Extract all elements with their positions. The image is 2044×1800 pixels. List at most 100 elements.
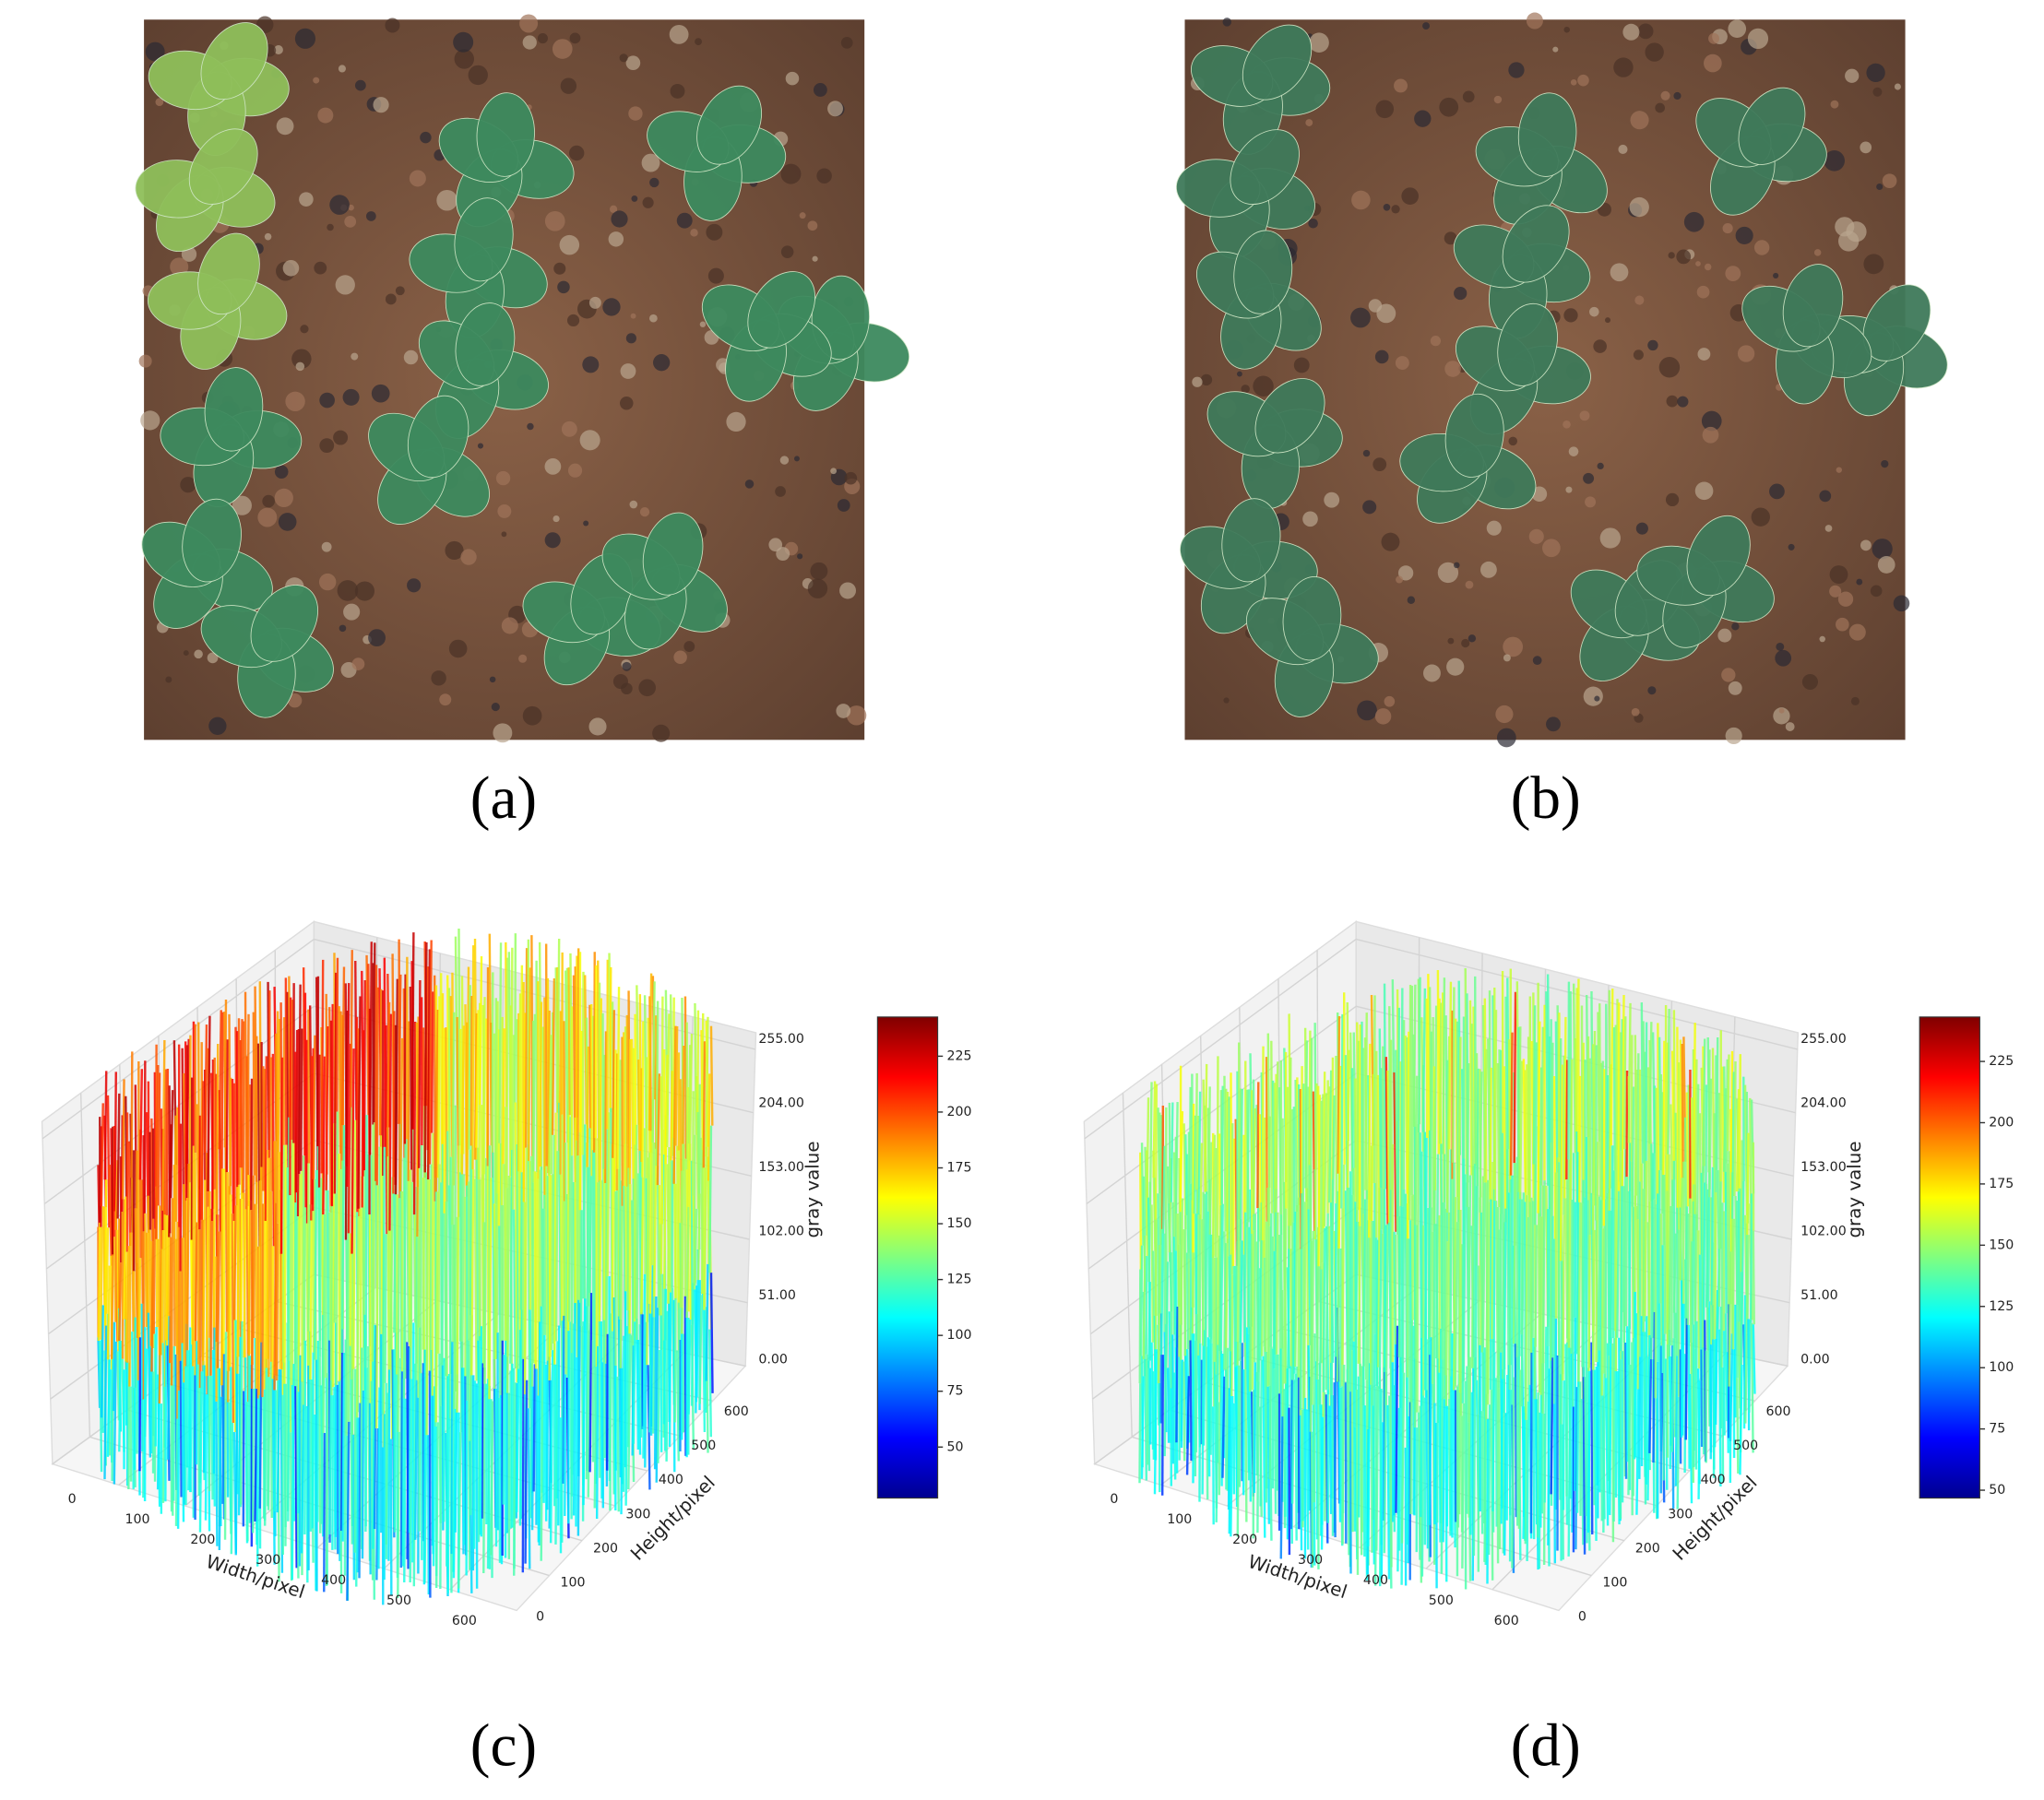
surface-strand	[1273, 1368, 1278, 1514]
surface-strand	[1284, 1383, 1288, 1517]
surface-strand	[1622, 1149, 1627, 1343]
soil-clod	[560, 77, 577, 94]
soil-clod	[816, 168, 832, 184]
surface-strand	[630, 1038, 636, 1201]
soil-clod	[1374, 349, 1389, 364]
soil-clod	[354, 79, 366, 91]
surface-strand	[1204, 1063, 1208, 1192]
surface-strand	[1481, 1182, 1486, 1348]
surface-strand	[1509, 1032, 1514, 1176]
soil-clod	[1725, 727, 1742, 745]
surface-strand	[1654, 1204, 1658, 1399]
surface-strand	[273, 1202, 278, 1391]
soil-clod	[1444, 231, 1457, 245]
soil-clod	[264, 232, 272, 241]
surface-strand	[110, 1254, 114, 1359]
surface-strand	[1674, 1356, 1679, 1486]
surface-strand	[1171, 1202, 1176, 1335]
soil-clod	[342, 388, 360, 406]
leaf	[1502, 205, 1570, 283]
surface-strand	[612, 1010, 615, 1158]
surface-strand	[1652, 1311, 1657, 1463]
surface-strand	[1470, 1166, 1475, 1368]
panel-label: (b)	[1511, 765, 1581, 832]
soil-clod	[1594, 695, 1600, 702]
soil-clod	[460, 549, 477, 565]
soil-clod	[1721, 668, 1736, 682]
surface-strand	[519, 965, 524, 1173]
soil-clod	[337, 580, 359, 601]
soil-clod	[1846, 221, 1867, 243]
surface-strand	[592, 952, 596, 1153]
surface-strand	[1627, 1143, 1632, 1366]
soil-clod	[1376, 303, 1396, 324]
surface-plot: 0 100 200 300 400 500 600 0 100 200 300 400 500 600 0.…	[1083, 919, 2014, 1628]
soil-clod	[1368, 299, 1383, 313]
surface-strand	[1267, 1226, 1271, 1386]
surface-strand	[1472, 1356, 1477, 1557]
surface-strand	[1301, 1084, 1305, 1248]
soil-clod	[1830, 100, 1839, 109]
soil-clod	[1605, 317, 1611, 324]
surface-strand	[1238, 1360, 1242, 1487]
surface-strand	[1196, 1116, 1200, 1214]
surface-strand	[1239, 1088, 1243, 1241]
surface-strand	[1259, 1360, 1263, 1507]
surface-strand	[1600, 1060, 1604, 1229]
surface-strand	[1702, 1347, 1705, 1455]
soil-clod	[582, 356, 600, 373]
surface-strand	[362, 1170, 366, 1315]
surface-strand	[287, 1360, 291, 1522]
surface-strand	[532, 1013, 537, 1172]
soil-clod	[420, 131, 432, 144]
surface-strand	[188, 1035, 192, 1183]
surface-strand	[1274, 1189, 1278, 1355]
leaf	[1242, 24, 1313, 101]
soil-clod	[1695, 261, 1701, 266]
soil-clod	[365, 211, 376, 221]
surface-strand	[662, 1288, 668, 1425]
surface-strand	[1309, 1037, 1313, 1241]
surface-strand	[434, 1422, 439, 1589]
surface-strand	[606, 1112, 611, 1277]
surface-strand	[1752, 1230, 1755, 1325]
surface-strand	[1138, 1269, 1142, 1384]
surface-strand	[137, 1258, 142, 1338]
soil-clod	[1414, 110, 1432, 127]
surface-strand	[618, 1180, 623, 1320]
surface-strand	[1375, 1386, 1380, 1551]
surface-strand	[1207, 1339, 1211, 1451]
surface-strand	[687, 1045, 692, 1144]
surface-strand	[556, 938, 561, 1103]
z-ticks-label: 204.00	[758, 1095, 804, 1110]
surface-strand	[256, 1398, 260, 1567]
surface-strand	[410, 932, 415, 1130]
surface-strand	[473, 1012, 478, 1160]
surface-strand	[1393, 1072, 1397, 1232]
surface-strand	[640, 1177, 645, 1315]
surface-strand	[530, 1386, 535, 1531]
soil-clod	[846, 705, 867, 726]
soil-clod	[1462, 90, 1475, 103]
surface-strand	[1635, 1389, 1640, 1515]
soil-clod	[1589, 306, 1599, 317]
surface-strand	[364, 1115, 368, 1368]
surface-strand	[653, 1148, 658, 1297]
surface-strand	[1492, 1189, 1496, 1353]
surface-strand	[328, 1380, 333, 1535]
surface-strand	[1309, 1240, 1313, 1432]
soil-clod	[436, 189, 458, 211]
surface-strand	[446, 1376, 449, 1567]
surface-strand	[509, 1150, 514, 1364]
soil-clod	[368, 629, 386, 647]
surface-strand	[385, 1024, 388, 1235]
surface-strand	[611, 1331, 615, 1495]
surface-strand	[359, 1208, 362, 1403]
surface-strand	[670, 1071, 674, 1161]
surface-strand	[1266, 1386, 1270, 1524]
surface-strand	[1468, 1356, 1472, 1518]
surface-strand	[471, 945, 475, 1170]
soil-clod	[448, 639, 468, 658]
surface-strand	[113, 1341, 117, 1485]
soil-clod	[339, 624, 347, 633]
